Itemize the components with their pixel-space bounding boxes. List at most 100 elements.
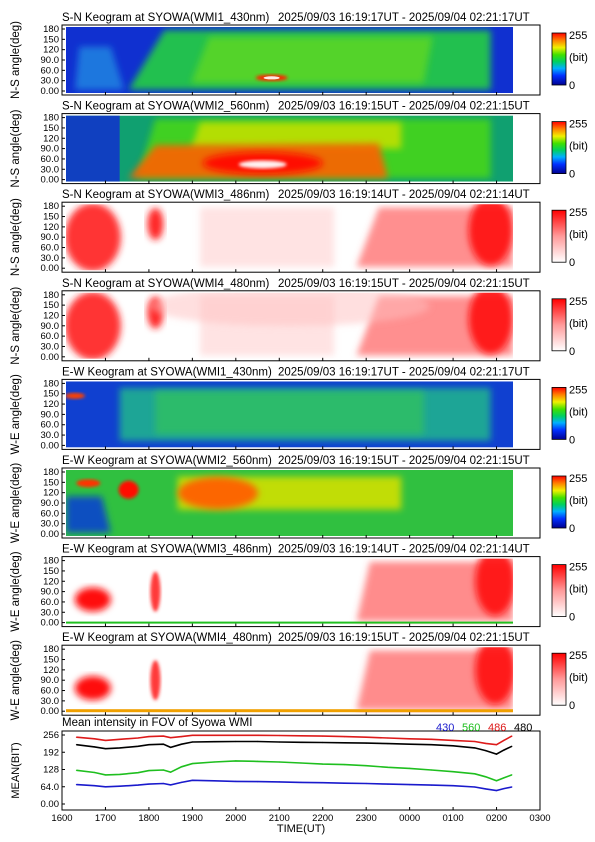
y-tick-label: 120	[43, 310, 59, 321]
emission-feature	[356, 561, 513, 622]
emission-feature	[475, 647, 513, 705]
y-axis-label: W-E angle(deg)	[10, 463, 22, 543]
y-tick-label: 180	[43, 290, 59, 301]
data-point-486	[495, 744, 498, 746]
y-tick-label: 150	[43, 566, 59, 577]
data-point-486	[511, 735, 513, 737]
y-axis-label: N-S angle(deg)	[10, 21, 22, 99]
data-point-560	[180, 766, 183, 768]
keogram-image	[66, 115, 513, 182]
y-tick-label: 150	[43, 655, 59, 666]
colorbar	[551, 32, 567, 86]
keogram-image	[66, 381, 513, 448]
data-point-560	[213, 761, 215, 763]
colorbar-max-label: 255	[569, 384, 587, 396]
panel-title: S-N Keogram at SYOWA(WMI3_486nm)	[62, 189, 269, 201]
colorbar-max-label: 255	[569, 30, 587, 42]
keogram-panel-sn3: S-N Keogram at SYOWA(WMI3_486nm) 2025/09/…	[10, 189, 588, 276]
data-point-486	[300, 735, 302, 737]
keogram-image	[66, 292, 513, 359]
data-point-430	[148, 783, 150, 785]
data-point-480	[104, 748, 107, 750]
data-point-430	[511, 786, 513, 788]
emission-feature	[66, 621, 513, 624]
emission-feature	[191, 36, 433, 84]
colorbar-unit-label: (bit)	[569, 318, 588, 330]
y-tick-label: 90.0	[41, 321, 60, 332]
mean-y-tick-label: 64.0	[41, 782, 60, 793]
colorbar-max-label: 255	[569, 473, 587, 485]
data-point-430	[180, 781, 183, 784]
y-tick-label: 150	[43, 389, 59, 400]
data-point-480	[213, 741, 215, 743]
data-point-486	[180, 736, 183, 738]
y-tick-label: 180	[43, 201, 59, 212]
data-point-480	[503, 749, 505, 751]
y-tick-label: 0.00	[41, 352, 60, 363]
y-tick-label: 180	[43, 378, 59, 389]
data-point-480	[75, 744, 78, 746]
panel-time-range: 2025/09/03 16:19:14UT - 2025/09/04 02:21…	[278, 544, 530, 556]
data-point-486	[213, 734, 215, 736]
y-tick-label: 180	[43, 556, 59, 567]
data-point-486	[322, 735, 324, 737]
emission-feature	[66, 115, 120, 182]
data-point-486	[104, 739, 107, 742]
y-tick-label: 0.00	[41, 175, 60, 186]
y-tick-label: 120	[43, 576, 59, 587]
colorbar-min-label: 0	[569, 523, 575, 535]
y-tick-label: 30.0	[41, 341, 60, 352]
data-point-430	[387, 783, 389, 785]
mean-y-tick-label: 128	[43, 765, 59, 776]
keogram-panel-ew3: E-W Keogram at SYOWA(WMI3_486nm) 2025/09/…	[10, 544, 588, 632]
y-tick-label: 30.0	[41, 253, 60, 264]
y-tick-label: 60.0	[41, 508, 60, 519]
data-point-430	[409, 784, 411, 786]
data-point-480	[387, 743, 389, 745]
data-point-560	[511, 774, 513, 776]
colorbar-min-label: 0	[569, 612, 575, 624]
mean-x-tick-label: 2300	[356, 813, 377, 824]
data-point-486	[235, 734, 237, 736]
mean-x-tick-label: 2100	[269, 813, 290, 824]
y-tick-label: 120	[43, 45, 59, 56]
data-point-430	[503, 788, 505, 790]
emission-feature	[66, 292, 121, 359]
panel-title: S-N Keogram at SYOWA(WMI2_560nm)	[62, 101, 269, 113]
panel-time-range: 2025/09/03 16:19:15UT - 2025/09/04 02:21…	[278, 278, 530, 290]
colorbar	[551, 564, 567, 617]
emission-feature	[149, 292, 430, 326]
y-tick-label: 90.0	[41, 144, 60, 155]
emission-feature	[74, 46, 125, 90]
data-point-480	[511, 745, 513, 747]
keogram-image	[66, 558, 513, 625]
data-point-486	[343, 736, 346, 738]
y-tick-label: 120	[43, 222, 59, 233]
colorbar-max-label: 255	[569, 119, 587, 131]
colorbar-unit-label: (bit)	[569, 141, 588, 153]
data-point-560	[300, 762, 302, 764]
mean-chart-title: Mean intensity in FOV of Syowa WMI	[62, 717, 252, 729]
emission-feature	[66, 496, 111, 533]
y-tick-label: 150	[43, 477, 59, 488]
colorbar-max-label: 255	[569, 562, 587, 574]
panel-title: E-W Keogram at SYOWA(WMI3_486nm)	[62, 544, 272, 556]
data-point-430	[452, 785, 454, 787]
keogram-image	[66, 204, 513, 271]
emission-feature	[238, 160, 287, 169]
y-tick-label: 30.0	[41, 430, 60, 441]
data-point-486	[387, 737, 389, 739]
emission-feature	[66, 204, 121, 271]
data-point-560	[75, 769, 78, 771]
data-point-430	[300, 781, 302, 784]
data-point-486	[503, 739, 505, 742]
data-point-486	[474, 740, 476, 743]
data-point-560	[119, 773, 121, 776]
emission-feature	[74, 676, 111, 701]
colorbar	[551, 298, 567, 352]
emission-feature	[150, 571, 161, 612]
y-axis-label: N-S angle(deg)	[10, 287, 22, 365]
panel-title: E-W Keogram at SYOWA(WMI2_560nm)	[62, 455, 272, 467]
colorbar	[551, 475, 567, 529]
